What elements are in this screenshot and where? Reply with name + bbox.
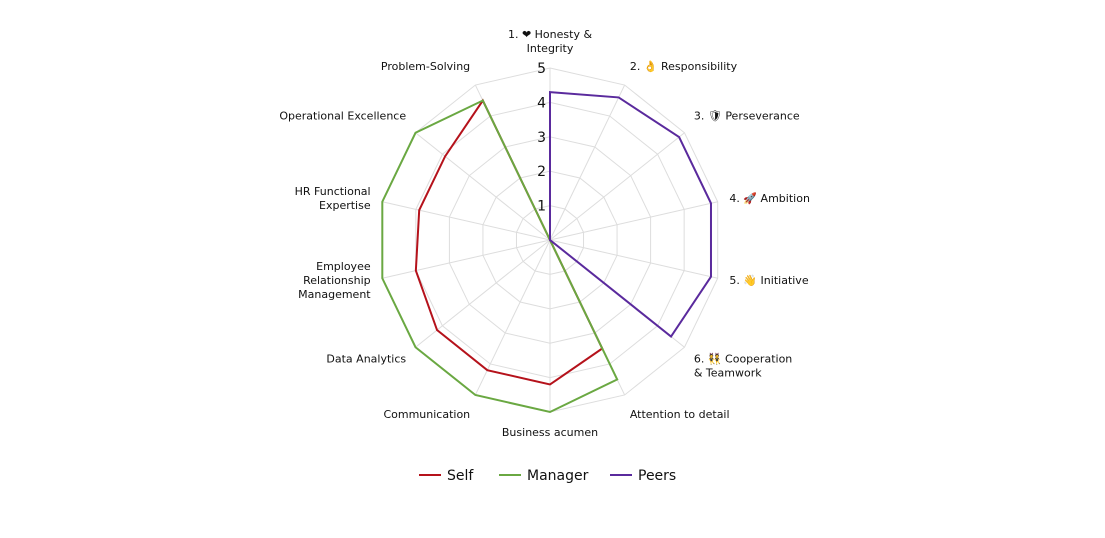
- axis-labels: 1. ❤ Honesty & Integrity 2. 👌 Responsibili…: [279, 28, 810, 439]
- legend-item-manager[interactable]: Manager: [499, 468, 589, 484]
- legend-item-peers[interactable]: Peers: [610, 468, 676, 484]
- tick-label: 1: [537, 199, 546, 215]
- tick-label: 2: [537, 164, 546, 180]
- axis-label: HR Functional Expertise: [295, 185, 371, 212]
- axis-label-line: Relationship: [303, 274, 371, 287]
- axis-label-line: 1. ❤ Honesty &: [508, 28, 592, 41]
- axis-label-line: 4. 🚀 Ambition: [729, 192, 810, 205]
- tick-label: 4: [537, 95, 546, 111]
- grid-spoke: [382, 201, 551, 241]
- axis-label-line: Expertise: [319, 199, 371, 212]
- axis-label: Communication: [383, 408, 470, 421]
- axis-label: 2. 👌 Responsibility: [630, 60, 738, 73]
- axis-label: 5. 👋 Initiative: [729, 274, 808, 287]
- legend-label: Manager: [527, 468, 589, 484]
- tick-label: 3: [537, 130, 546, 146]
- axis-label-line: HR Functional: [295, 185, 371, 198]
- grid-spoke: [382, 239, 551, 279]
- axis-label: Data Analytics: [326, 353, 406, 366]
- axis-label: Operational Excellence: [279, 109, 406, 122]
- data-series: [381, 90, 712, 414]
- axis-label-line: 6. 👯 Cooperation: [694, 353, 792, 366]
- axis-label-line: Data Analytics: [326, 353, 406, 366]
- legend-label: Self: [447, 468, 474, 484]
- axis-label: Business acumen: [502, 426, 598, 439]
- series-line-peers: [549, 90, 712, 338]
- axis-label: Problem-Solving: [381, 60, 470, 73]
- grid-spoke: [549, 84, 626, 241]
- axis-label: Employee Relationship Management: [298, 260, 371, 301]
- axis-label: 3. 🛡 Perseverance: [694, 109, 800, 122]
- axis-label: 6. 👯 Cooperation & Teamwork: [694, 353, 792, 380]
- grid-spoke: [474, 239, 551, 396]
- series-line-manager: [381, 99, 619, 414]
- axis-label-line: Integrity: [527, 42, 574, 55]
- axis-label-line: 3. 🛡 Perseverance: [694, 109, 800, 122]
- axis-label-line: Problem-Solving: [381, 60, 470, 73]
- radial-ticks: 1 2 3 4 5: [537, 61, 546, 215]
- grid-spoke: [415, 132, 551, 241]
- grid-spoke: [549, 201, 718, 241]
- axis-label-line: Communication: [383, 408, 470, 421]
- axis-label: 4. 🚀 Ambition: [729, 192, 810, 205]
- axis-label-line: 2. 👌 Responsibility: [630, 60, 738, 73]
- axis-label-line: Attention to detail: [630, 408, 730, 421]
- grid-spoke: [549, 132, 685, 241]
- tick-label: 5: [537, 61, 546, 77]
- axis-label-line: Employee: [316, 260, 371, 273]
- axis-label-line: Management: [298, 288, 371, 301]
- axis-label-line: 5. 👋 Initiative: [729, 274, 808, 287]
- legend-label: Peers: [638, 468, 676, 484]
- legend-item-self[interactable]: Self: [419, 468, 474, 484]
- series-line-self: [414, 98, 604, 386]
- chart-legend[interactable]: Self Manager Peers: [419, 468, 676, 484]
- axis-label: 1. ❤ Honesty & Integrity: [508, 28, 592, 55]
- grid-spoke: [415, 239, 551, 348]
- axis-label-line: Operational Excellence: [279, 109, 406, 122]
- axis-label: Attention to detail: [630, 408, 730, 421]
- grid-spoke: [549, 239, 718, 279]
- axis-label-line: Business acumen: [502, 426, 598, 439]
- axis-label-line: & Teamwork: [694, 367, 762, 380]
